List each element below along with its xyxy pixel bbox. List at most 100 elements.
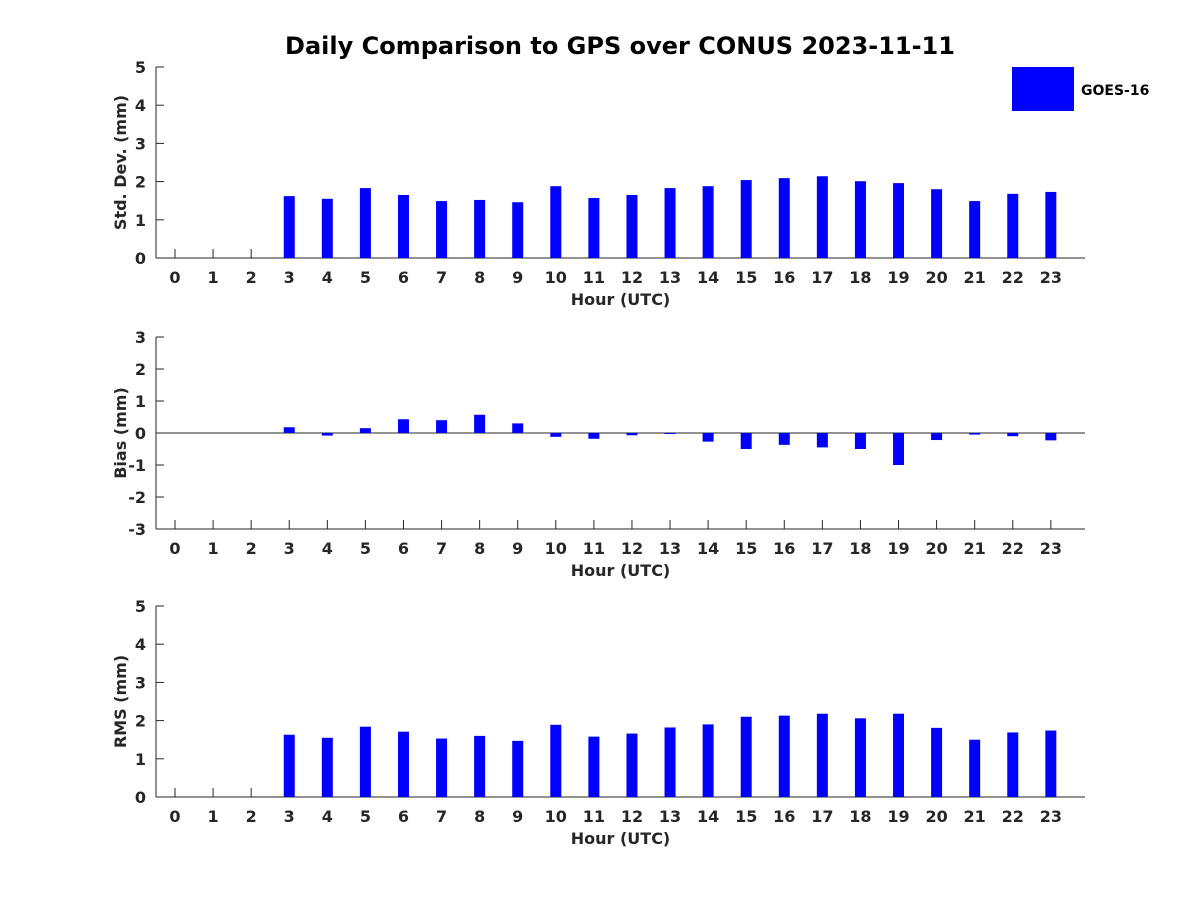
bar — [740, 716, 752, 797]
legend: GOES-16 — [1012, 67, 1149, 111]
y-tick-label: -1 — [128, 456, 146, 475]
bar — [664, 433, 676, 434]
chart-title: Daily Comparison to GPS over CONUS 2023-… — [285, 32, 955, 60]
y-tick-label: 3 — [135, 134, 146, 153]
bar — [474, 199, 486, 258]
y-tick-label: 1 — [135, 750, 146, 769]
x-tick-label: 14 — [697, 807, 719, 826]
x-tick-label: 18 — [849, 807, 871, 826]
x-tick-label: 5 — [360, 268, 371, 287]
bar — [778, 178, 790, 258]
y-tick-label: 0 — [135, 249, 146, 268]
y-tick-label: 5 — [135, 58, 146, 77]
x-tick-label: 8 — [474, 268, 485, 287]
legend-label: GOES-16 — [1081, 83, 1149, 99]
y-tick-label: 4 — [135, 96, 146, 115]
bar — [588, 736, 600, 797]
bar — [474, 735, 486, 797]
y-tick-label: -2 — [128, 488, 146, 507]
x-tick-label: 21 — [964, 807, 986, 826]
x-tick-label: 14 — [697, 268, 719, 287]
bar — [969, 739, 981, 797]
x-tick-label: 8 — [474, 807, 485, 826]
x-tick-label: 19 — [887, 807, 909, 826]
bar — [626, 433, 638, 436]
bar — [1045, 730, 1057, 797]
bar — [321, 737, 333, 797]
bar — [854, 181, 866, 258]
bar — [550, 433, 562, 437]
bar — [283, 734, 295, 797]
x-tick-label: 3 — [284, 539, 295, 558]
x-tick-label: 22 — [1002, 539, 1024, 558]
bar — [893, 713, 905, 797]
x-tick-label: 14 — [697, 539, 719, 558]
x-axis-label: Hour (UTC) — [571, 829, 671, 848]
x-tick-label: 6 — [398, 539, 409, 558]
x-tick-label: 7 — [436, 268, 447, 287]
x-tick-label: 13 — [659, 268, 681, 287]
bar — [816, 433, 828, 448]
bar — [436, 738, 448, 797]
y-axis-label: RMS (mm) — [111, 655, 130, 748]
x-tick-label: 7 — [436, 539, 447, 558]
x-tick-label: 16 — [773, 539, 795, 558]
x-tick-label: 15 — [735, 268, 757, 287]
bar — [969, 433, 981, 435]
y-tick-label: 3 — [135, 328, 146, 347]
x-tick-label: 9 — [512, 539, 523, 558]
bar — [702, 186, 714, 258]
bar — [588, 198, 600, 258]
x-tick-label: 3 — [284, 268, 295, 287]
x-tick-label: 9 — [512, 268, 523, 287]
x-tick-label: 23 — [1040, 268, 1062, 287]
x-tick-label: 22 — [1002, 268, 1024, 287]
x-tick-label: 20 — [925, 539, 947, 558]
x-tick-label: 1 — [208, 268, 219, 287]
bar — [1007, 193, 1019, 258]
bar — [1007, 433, 1019, 437]
bar — [1045, 191, 1057, 258]
x-tick-label: 13 — [659, 807, 681, 826]
bar — [1007, 732, 1019, 797]
x-tick-label: 11 — [583, 539, 605, 558]
x-tick-label: 17 — [811, 539, 833, 558]
x-tick-label: 4 — [322, 539, 333, 558]
x-tick-label: 6 — [398, 807, 409, 826]
bar — [854, 718, 866, 797]
x-tick-label: 7 — [436, 807, 447, 826]
y-tick-label: 0 — [135, 424, 146, 443]
bar — [436, 201, 448, 258]
x-tick-label: 12 — [621, 268, 643, 287]
bar — [512, 423, 524, 433]
bar — [397, 731, 409, 797]
x-tick-label: 18 — [849, 539, 871, 558]
y-tick-label: 2 — [135, 712, 146, 731]
bar — [931, 189, 943, 258]
x-tick-label: 15 — [735, 539, 757, 558]
x-tick-label: 16 — [773, 807, 795, 826]
bar — [702, 433, 714, 442]
x-tick-label: 2 — [246, 807, 257, 826]
x-tick-label: 20 — [925, 807, 947, 826]
x-tick-label: 4 — [322, 268, 333, 287]
x-tick-label: 2 — [246, 539, 257, 558]
x-tick-label: 12 — [621, 807, 643, 826]
x-tick-label: 5 — [360, 539, 371, 558]
y-axis-label: Std. Dev. (mm) — [111, 95, 130, 230]
x-tick-label: 23 — [1040, 539, 1062, 558]
x-tick-label: 12 — [621, 539, 643, 558]
x-tick-label: 11 — [583, 807, 605, 826]
x-tick-label: 21 — [964, 539, 986, 558]
x-tick-label: 19 — [887, 268, 909, 287]
bar — [359, 188, 371, 258]
bar — [626, 733, 638, 797]
x-axis-label: Hour (UTC) — [571, 561, 671, 580]
bar — [436, 420, 448, 433]
y-axis-label: Bias (mm) — [111, 387, 130, 479]
x-tick-label: 21 — [964, 268, 986, 287]
x-tick-label: 1 — [208, 807, 219, 826]
